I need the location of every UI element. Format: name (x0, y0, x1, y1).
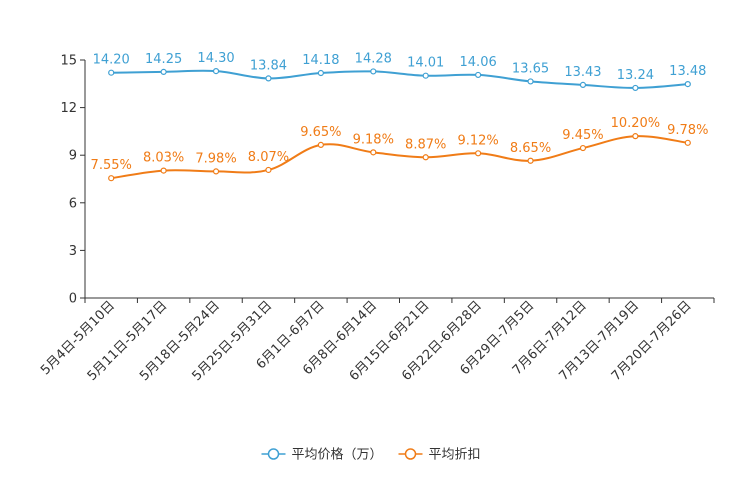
data-point (527, 78, 534, 85)
data-point (475, 71, 482, 79)
data-label: 14.25 (145, 52, 182, 67)
data-point (108, 175, 115, 182)
data-point (370, 149, 377, 156)
y-tick-label: 9 (69, 149, 77, 164)
y-tick-label: 6 (69, 196, 77, 211)
data-label: 13.84 (250, 58, 287, 73)
data-point (108, 69, 115, 76)
data-label: 8.65% (510, 141, 551, 156)
data-point (370, 68, 377, 75)
data-point (475, 150, 482, 157)
data-point (317, 141, 324, 148)
data-label: 9.18% (353, 132, 394, 147)
data-label: 14.01 (407, 56, 444, 71)
data-point (579, 81, 587, 89)
y-axis-ticks: 0 3 6 9 12 15 (60, 54, 86, 307)
data-labels: 14.20 14.25 14.30 13.84 14.18 14.28 14.01 14.06… (91, 51, 709, 173)
series-points (108, 68, 691, 182)
data-point (422, 154, 429, 161)
legend-marker-icon (267, 448, 280, 460)
data-label: 10.20% (611, 116, 661, 131)
legend-label: 平均折扣 (429, 448, 481, 463)
data-point (684, 81, 691, 88)
legend-item-2[interactable]: 平均折扣 (398, 448, 481, 463)
data-point (265, 75, 272, 82)
data-point (422, 72, 429, 79)
series-line-1 (111, 69, 688, 89)
data-point (579, 144, 587, 152)
data-label: 13.48 (669, 64, 706, 79)
series-lines (111, 69, 688, 180)
y-tick-label: 0 (69, 292, 77, 307)
y-tick-label: 3 (69, 244, 77, 259)
data-label: 9.65% (300, 125, 341, 140)
data-label: 13.43 (564, 65, 601, 80)
data-label: 14.06 (460, 55, 497, 70)
x-axis-ticks: 5月4日-5月10日5月11日-5月17日5月18日-5月24日5月25日-5月… (38, 297, 715, 384)
series-line-2 (111, 135, 688, 180)
data-point (265, 166, 272, 174)
data-label: 14.30 (197, 51, 234, 66)
data-point (160, 167, 167, 174)
data-label: 7.98% (195, 151, 236, 166)
data-point (527, 157, 534, 164)
data-point (212, 168, 220, 175)
y-tick-label: 12 (60, 101, 77, 116)
data-point (212, 68, 220, 75)
data-label: 13.24 (617, 68, 654, 83)
legend-label: 平均价格（万） (292, 447, 383, 463)
y-tick-label: 15 (60, 54, 77, 69)
legend-item-1[interactable]: 平均价格（万） (261, 447, 383, 463)
data-label: 9.45% (562, 128, 603, 143)
data-point (632, 133, 639, 140)
data-label: 9.78% (667, 123, 708, 138)
data-label: 14.28 (355, 51, 392, 66)
data-point (317, 69, 324, 77)
data-label: 9.12% (457, 133, 498, 148)
data-point (632, 84, 639, 92)
data-label: 8.07% (248, 150, 289, 165)
data-label: 7.55% (91, 158, 132, 173)
data-label: 8.03% (143, 151, 184, 166)
data-point (684, 139, 691, 146)
legend[interactable]: 平均价格（万） 平均折扣 (261, 447, 481, 463)
legend-marker-icon (404, 448, 417, 460)
data-point (160, 68, 167, 76)
data-label: 14.18 (302, 53, 339, 68)
data-label: 8.87% (405, 137, 446, 152)
data-label: 13.65 (512, 61, 549, 76)
data-label: 14.20 (93, 53, 130, 68)
